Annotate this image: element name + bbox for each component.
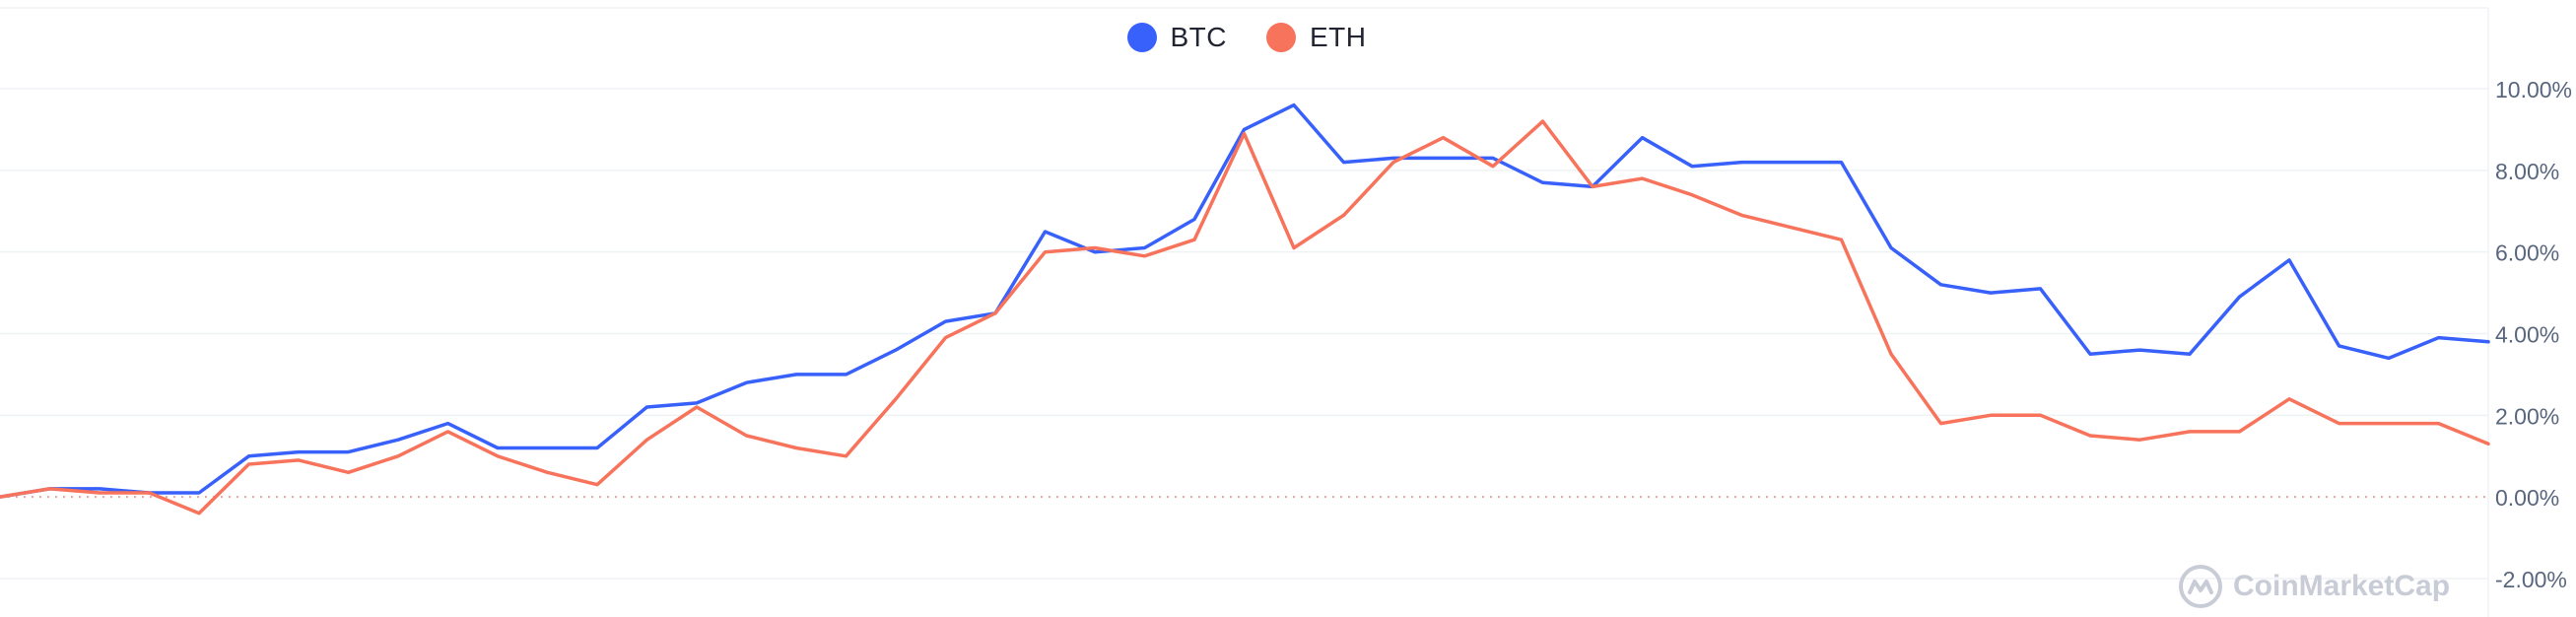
y-axis: -2.00% 0.00% 2.00% 4.00% 6.00% 8.00% 10.00% xyxy=(2495,77,2572,592)
y-tick-label: 2.00% xyxy=(2495,403,2559,429)
series-line-btc xyxy=(0,103,2490,499)
y-tick-label: 0.00% xyxy=(2495,485,2559,511)
watermark-text: CoinMarketCap xyxy=(2233,570,2451,602)
legend: BTC ETH xyxy=(0,22,2493,53)
y-tick-label: 6.00% xyxy=(2495,240,2559,266)
y-tick-label: -2.00% xyxy=(2495,567,2567,592)
eth-legend-dot-icon xyxy=(1266,23,1296,52)
btc-legend-dot-icon xyxy=(1126,23,1157,52)
grid-layer xyxy=(0,7,2489,617)
legend-label-eth: ETH xyxy=(1310,22,1367,52)
legend-item-eth[interactable]: ETH xyxy=(1266,22,1367,53)
series-line-eth xyxy=(0,119,2490,515)
coinmarketcap-logo-icon xyxy=(2179,565,2222,608)
y-tick-label: 4.00% xyxy=(2495,322,2559,348)
y-tick-label: 10.00% xyxy=(2495,77,2572,103)
legend-item-btc[interactable]: BTC xyxy=(1126,22,1228,53)
y-tick-label: 8.00% xyxy=(2495,159,2559,184)
watermark: CoinMarketCap xyxy=(2178,564,2450,609)
series-layer xyxy=(0,103,2490,515)
legend-label-btc: BTC xyxy=(1170,22,1227,52)
